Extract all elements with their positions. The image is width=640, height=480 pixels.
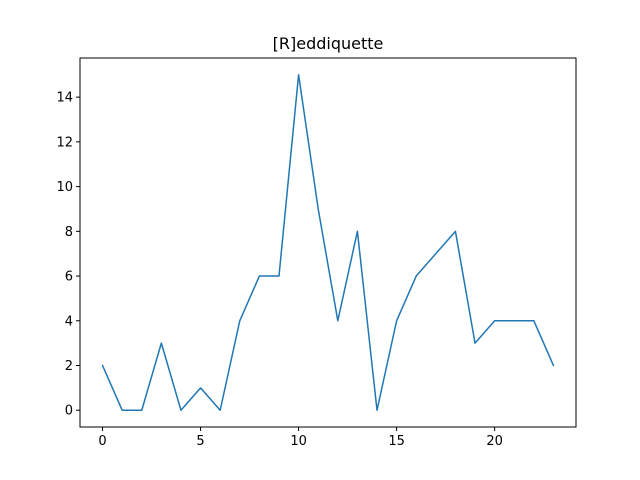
x-tick-label: 15 [388, 434, 405, 449]
y-tick-label: 8 [65, 225, 73, 240]
series-line-0 [101, 74, 555, 411]
y-tick-label: 10 [56, 180, 73, 195]
y-tick-label: 14 [56, 91, 73, 106]
y-axis: 0 2 4 6 8 10 12 14 [56, 91, 80, 419]
y-tick-label: 0 [65, 404, 73, 419]
y-tick-label: 4 [65, 314, 73, 329]
chart-title: [R]eddiquette [273, 34, 384, 53]
x-tick-label: 5 [196, 434, 204, 449]
x-tick-label: 0 [98, 434, 106, 449]
x-tick-label: 10 [290, 434, 307, 449]
x-axis: 0 5 10 15 20 [98, 427, 503, 449]
y-tick-label: 6 [65, 270, 73, 285]
y-tick-label: 12 [56, 135, 73, 150]
plot-area [79, 57, 577, 428]
x-tick-label: 20 [486, 434, 503, 449]
plot-background [80, 58, 576, 427]
series-layer [101, 74, 555, 411]
y-tick-label: 2 [65, 359, 73, 374]
axes-frame [79, 57, 577, 428]
